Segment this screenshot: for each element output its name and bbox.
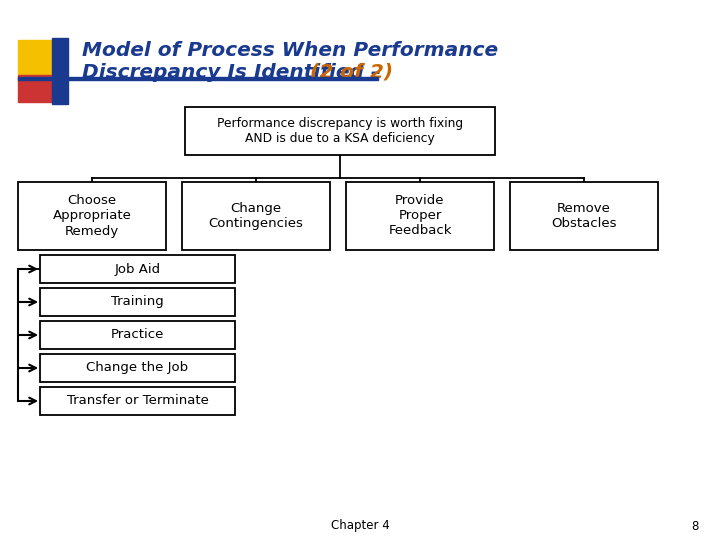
Text: Provide
Proper
Feedback: Provide Proper Feedback bbox=[388, 194, 451, 238]
Text: Choose
Appropriate
Remedy: Choose Appropriate Remedy bbox=[53, 194, 132, 238]
Text: Discrepancy Is Identified –: Discrepancy Is Identified – bbox=[82, 63, 388, 82]
Text: Training: Training bbox=[111, 295, 164, 308]
Bar bbox=[18, 182, 166, 250]
Bar bbox=[40, 354, 235, 382]
Text: Transfer or Terminate: Transfer or Terminate bbox=[66, 395, 208, 408]
Bar bbox=[18, 75, 55, 102]
Bar bbox=[18, 77, 378, 80]
Bar bbox=[510, 182, 658, 250]
Bar bbox=[18, 40, 55, 75]
Text: (2 of 2): (2 of 2) bbox=[310, 63, 393, 82]
Text: Performance discrepancy is worth fixing
AND is due to a KSA deficiency: Performance discrepancy is worth fixing … bbox=[217, 117, 463, 145]
Bar bbox=[52, 38, 68, 104]
Text: 8: 8 bbox=[691, 519, 698, 532]
Text: Remove
Obstacles: Remove Obstacles bbox=[552, 202, 617, 230]
Text: Practice: Practice bbox=[111, 328, 164, 341]
Text: Chapter 4: Chapter 4 bbox=[330, 519, 390, 532]
Bar bbox=[40, 288, 235, 316]
Bar bbox=[185, 107, 495, 155]
Bar bbox=[182, 182, 330, 250]
Text: Model of Process When Performance: Model of Process When Performance bbox=[82, 40, 498, 59]
Bar bbox=[40, 255, 235, 283]
Text: Change the Job: Change the Job bbox=[86, 361, 189, 375]
Bar bbox=[40, 321, 235, 349]
Text: Job Aid: Job Aid bbox=[114, 262, 161, 275]
Bar bbox=[346, 182, 494, 250]
Text: Change
Contingencies: Change Contingencies bbox=[209, 202, 303, 230]
Bar bbox=[40, 387, 235, 415]
